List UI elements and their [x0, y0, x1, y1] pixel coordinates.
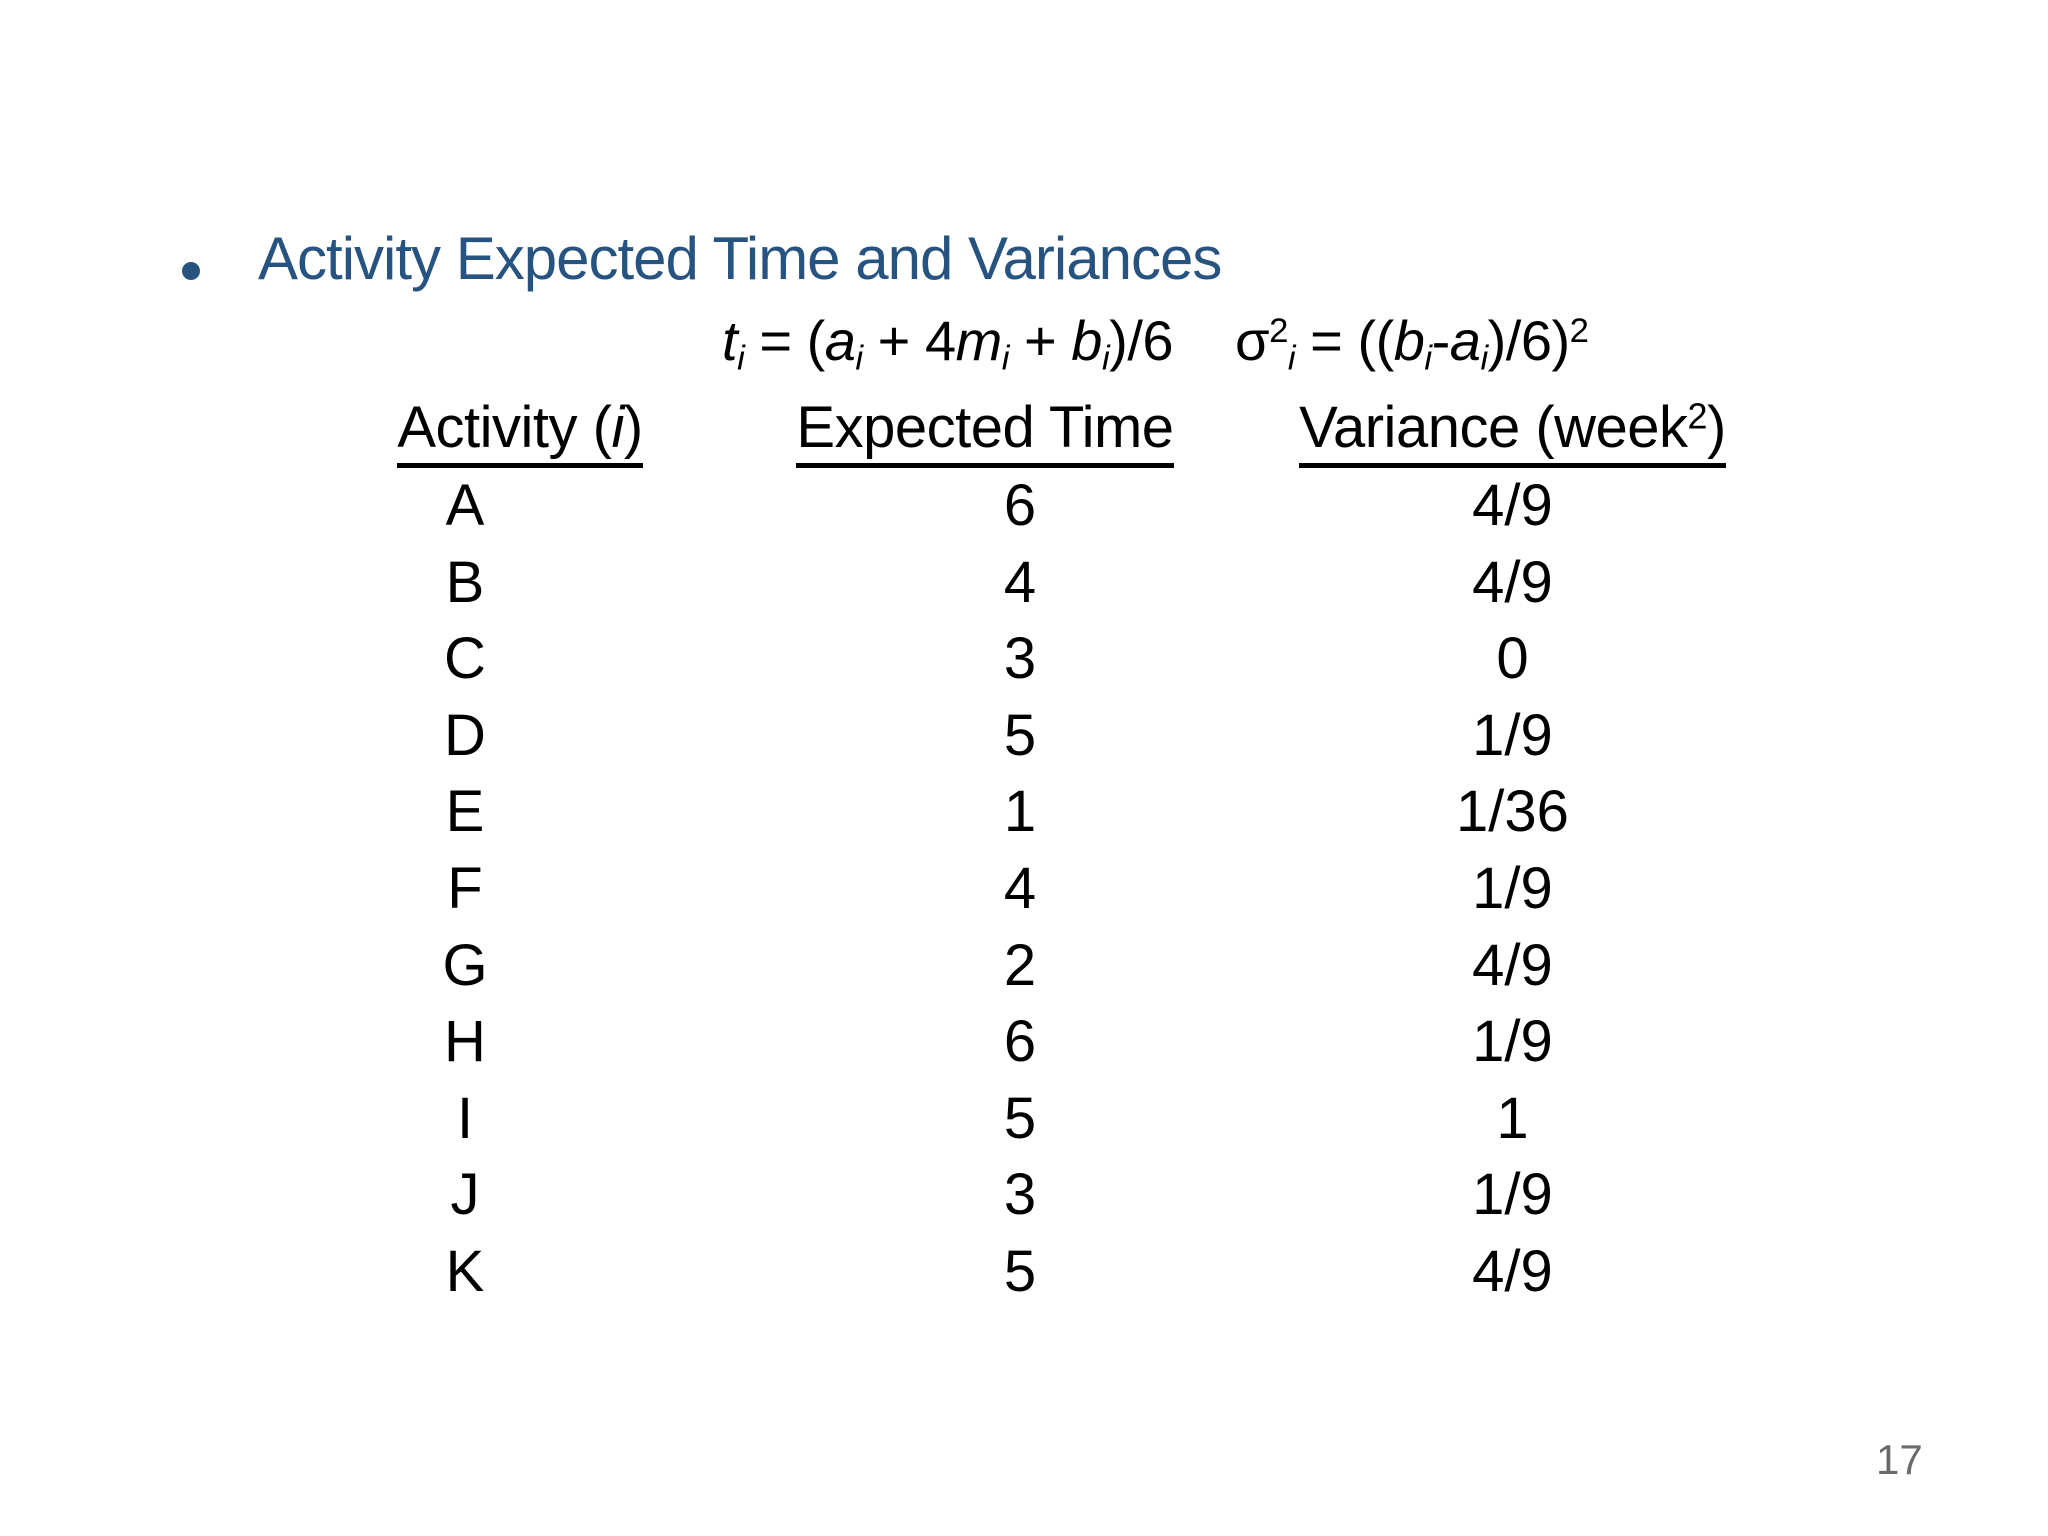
- column-header-variance-label: Variance (week2): [1299, 394, 1726, 468]
- cell-activity: A: [445, 473, 485, 538]
- column-header-activity-label: Activity (i): [397, 394, 643, 468]
- cell-expected-time: 5: [1003, 1238, 1037, 1304]
- table-row: G 2 4/9: [0, 928, 2048, 1005]
- formula-expected-time: ti = (ai + 4mi + bi)/6: [722, 309, 1174, 378]
- cell-expected-time: 2: [1003, 932, 1037, 998]
- table-row: J 3 1/9: [0, 1157, 2048, 1234]
- table-row: F 4 1/9: [0, 851, 2048, 928]
- cell-expected-time: 3: [1003, 1162, 1037, 1228]
- cell-activity: I: [456, 1085, 474, 1151]
- formula-variance: σ2i = ((bi-ai)/6)2: [1235, 309, 1589, 378]
- table-row: D 5 1/9: [0, 698, 2048, 775]
- cell-activity: H: [444, 1009, 486, 1075]
- cell-expected-time: 4: [1003, 549, 1037, 615]
- cell-variance: 4/9: [1472, 473, 1553, 538]
- cell-variance: 1: [1496, 1085, 1529, 1151]
- cell-variance: 0: [1496, 626, 1529, 692]
- cell-activity: B: [445, 549, 485, 615]
- cell-expected-time: 3: [1003, 626, 1037, 692]
- cell-expected-time: 5: [1003, 1085, 1037, 1151]
- cell-variance: 1/9: [1472, 702, 1553, 768]
- table-row: H 6 1/9: [0, 1004, 2048, 1081]
- page-number: 17: [1876, 1436, 1923, 1483]
- column-header-expected-time: Expected Time: [700, 394, 1270, 468]
- activity-table-rows: A 6 4/9 B 4 4/9 C 3 0 D 5 1/9 E 1 1/36 F 4 1/9 G 2 4/9 H 6 1/9 I…: [0, 468, 2048, 1311]
- cell-variance: 4/9: [1472, 932, 1553, 998]
- cell-expected-time: 1: [1003, 779, 1037, 845]
- table-row: E 1 1/36: [0, 774, 2048, 851]
- cell-variance: 4/9: [1472, 549, 1553, 615]
- column-header-variance: Variance (week2): [1265, 394, 1760, 468]
- table-row: B 4 4/9: [0, 545, 2048, 622]
- table-row: K 5 4/9: [0, 1234, 2048, 1311]
- table-row: A 6 4/9: [0, 468, 2048, 545]
- formula-line: ti = (ai + 4mi + bi)/6 σ2i = ((bi-ai)/6)…: [722, 308, 1589, 379]
- cell-variance: 4/9: [1472, 1238, 1553, 1304]
- cell-variance: 1/9: [1472, 855, 1553, 921]
- cell-variance: 1/9: [1472, 1162, 1553, 1228]
- cell-activity: J: [450, 1162, 480, 1228]
- cell-expected-time: 4: [1003, 855, 1037, 921]
- cell-variance: 1/36: [1456, 779, 1569, 845]
- cell-activity: C: [444, 626, 486, 692]
- cell-variance: 1/9: [1472, 1009, 1553, 1075]
- cell-expected-time: 6: [1003, 473, 1037, 538]
- cell-activity: G: [442, 932, 488, 998]
- cell-expected-time: 5: [1003, 702, 1037, 768]
- cell-expected-time: 6: [1003, 1009, 1037, 1075]
- column-header-activity: Activity (i): [330, 394, 710, 468]
- cell-activity: K: [445, 1238, 485, 1304]
- cell-activity: F: [447, 855, 483, 921]
- table-row: I 5 1: [0, 1081, 2048, 1158]
- cell-activity: E: [445, 779, 485, 845]
- cell-activity: D: [444, 702, 486, 768]
- bullet-icon: [182, 262, 200, 280]
- column-header-expected-time-label: Expected Time: [796, 394, 1174, 468]
- page-title: Activity Expected Time and Variances: [258, 225, 1222, 292]
- table-row: C 3 0: [0, 621, 2048, 698]
